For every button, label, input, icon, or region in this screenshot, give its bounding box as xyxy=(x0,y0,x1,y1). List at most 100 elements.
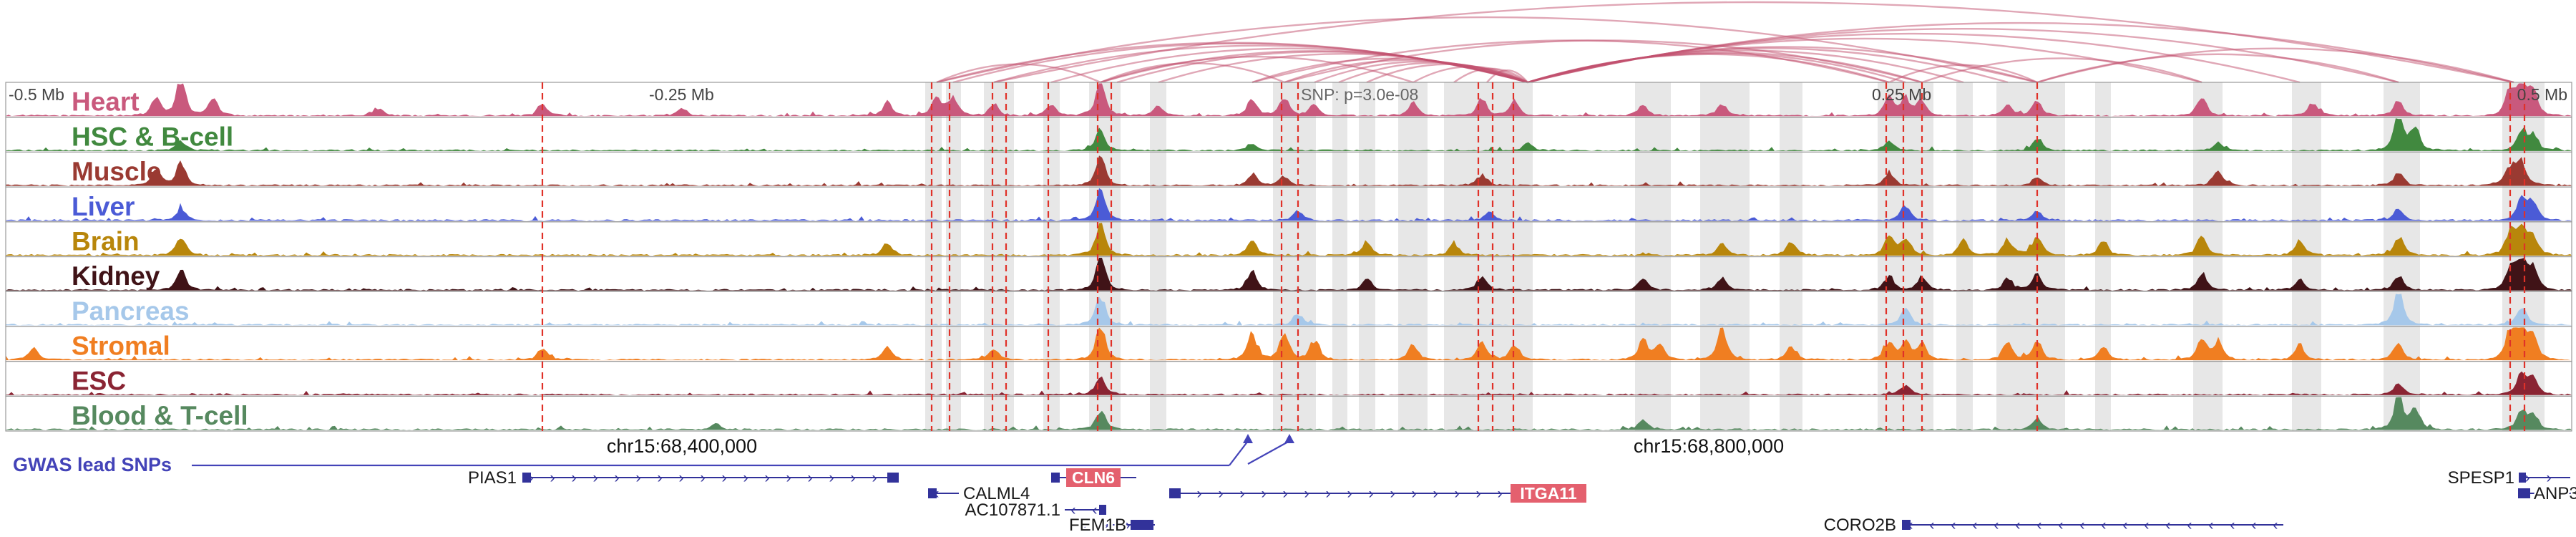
coordinate-label: chr15:68,400,000 xyxy=(607,435,757,457)
strand-arrow-icon: › xyxy=(1240,485,1245,502)
ruler-label: SNP: p=3.0e-08 xyxy=(1301,85,1418,104)
gene-calml4: ‹CALML4 xyxy=(928,483,1032,505)
track-label-blood-t-cell[interactable]: Blood & T-cell xyxy=(72,401,248,430)
strand-arrow-icon: › xyxy=(636,470,641,486)
track-label-kidney[interactable]: Kidney xyxy=(72,261,160,291)
strand-arrow-icon: ‹ xyxy=(2145,517,2150,533)
gene-label-box[interactable] xyxy=(1511,484,1586,503)
strand-arrow-icon: ‹ xyxy=(2123,517,2128,533)
strand-arrow-icon: › xyxy=(765,470,770,486)
gene-label[interactable]: ITGA11 xyxy=(1520,484,1576,503)
track-label-hsc-b-cell[interactable]: HSC & B-cell xyxy=(72,122,233,151)
strand-arrow-icon: › xyxy=(851,470,856,486)
strand-arrow-icon: › xyxy=(1369,485,1374,502)
gene-label-box[interactable] xyxy=(1066,468,1121,487)
strand-arrow-icon: ‹ xyxy=(1994,517,1999,533)
gene-label[interactable]: AC107871.1 xyxy=(963,499,1062,522)
gwas-snp-connector xyxy=(1229,440,1249,466)
strand-arrow-icon: › xyxy=(1326,485,1331,502)
gene-exon xyxy=(1051,473,1060,483)
strand-arrow-icon: ‹ xyxy=(2209,517,2214,533)
gene-exon xyxy=(1902,520,1911,530)
strand-arrow-icon: ‹ xyxy=(1973,517,1978,533)
gwas-track-label[interactable]: GWAS lead SNPs xyxy=(13,454,172,475)
track-label-esc[interactable]: ESC xyxy=(72,366,126,395)
strand-arrow-icon: › xyxy=(829,470,834,486)
gene-itga11: ››››››››››››››››ITGA11 xyxy=(1169,484,1586,503)
strand-arrow-icon: › xyxy=(1412,485,1417,502)
gene-spesp1: › › SPESP1 xyxy=(2446,467,2570,490)
track-label-muscle[interactable]: Muscle xyxy=(72,157,161,186)
signal-heart xyxy=(6,83,2572,117)
strand-arrow-icon: › xyxy=(550,470,555,486)
interaction-arc xyxy=(993,1,2514,84)
track-label-liver[interactable]: Liver xyxy=(72,192,135,221)
track-label-pancreas[interactable]: Pancreas xyxy=(72,296,190,326)
interaction-arc xyxy=(1527,21,2514,84)
strand-arrow-icon: › xyxy=(786,470,791,486)
gene-exon xyxy=(522,473,531,483)
strand-arrow-icon: ‹ xyxy=(2059,517,2064,533)
gene-pias1: ›››››››››››››››››PIAS1 xyxy=(466,467,899,490)
strand-arrow-icon: › xyxy=(658,470,663,486)
gene-exon xyxy=(2519,473,2526,483)
interaction-arc xyxy=(1486,69,1528,83)
strand-arrow-icon: ‹ xyxy=(1093,502,1098,518)
strand-arrow-icon: › xyxy=(1283,485,1288,502)
coordinate-label: chr15:68,800,000 xyxy=(1634,435,1784,457)
strand-arrow-icon: ‹ xyxy=(2252,517,2257,533)
gwas-snp-connector xyxy=(1247,440,1290,465)
strand-arrow-icon: ‹ xyxy=(1071,502,1076,518)
interaction-arc xyxy=(1100,55,1414,84)
strand-arrow-icon: › xyxy=(722,470,727,486)
strand-arrow-icon: ‹ xyxy=(2080,517,2085,533)
ruler-label: -0.5 Mb xyxy=(9,85,64,104)
strand-arrow-icon: › xyxy=(1126,517,1131,533)
strand-arrow-icon: › xyxy=(743,470,748,486)
strand-arrow-icon: ‹ xyxy=(2273,517,2278,533)
gene-label[interactable]: PIAS1 xyxy=(466,467,518,490)
gene-coro2b: ‹‹‹‹‹‹‹‹‹‹‹‹‹‹‹‹‹‹CORO2B xyxy=(1822,514,2283,537)
interaction-arc xyxy=(2036,47,2514,84)
strand-arrow-icon: › xyxy=(2525,470,2530,486)
strand-arrow-icon: › xyxy=(593,470,598,486)
gene-exon xyxy=(887,473,899,483)
strand-arrow-icon: › xyxy=(1498,485,1503,502)
strand-arrow-icon: › xyxy=(572,470,577,486)
gene-label[interactable]: CLN6 xyxy=(1072,468,1115,487)
strand-arrow-icon: ‹ xyxy=(2166,517,2171,533)
gene-exon xyxy=(928,488,937,498)
signal-stromal xyxy=(6,327,2572,361)
strand-arrow-icon: ‹ xyxy=(1951,517,1956,533)
gene-anp32a: ‹‹ANP32A xyxy=(2518,483,2576,505)
strand-arrow-icon: ‹ xyxy=(2037,517,2042,533)
strand-arrow-icon: › xyxy=(1197,485,1202,502)
gene-label[interactable]: SPESP1 xyxy=(2446,467,2516,490)
interaction-arc xyxy=(1284,39,1923,84)
track-label-heart[interactable]: Heart xyxy=(72,87,140,117)
strand-arrow-icon: › xyxy=(1104,517,1109,533)
track-label-stromal[interactable]: Stromal xyxy=(72,332,170,361)
strand-arrow-icon: › xyxy=(1455,485,1460,502)
track-box-blood-t-cell xyxy=(5,395,2572,432)
gene-label[interactable]: FEM1B xyxy=(1067,514,1128,537)
ruler-label: 0.25 Mb xyxy=(1872,85,1931,104)
track-label-brain[interactable]: Brain xyxy=(72,227,140,256)
gwas-snp-arrow-icon xyxy=(1284,434,1294,443)
strand-arrow-icon: ‹ xyxy=(2187,517,2192,533)
strand-arrow-icon: ‹ xyxy=(2102,517,2107,533)
gene-exon xyxy=(1099,505,1106,515)
interaction-arc xyxy=(1921,57,2202,84)
gene-exon xyxy=(1169,488,1181,498)
gwas-snp-arrow-icon xyxy=(1243,434,1253,443)
gene-label[interactable]: ANP32A xyxy=(2532,483,2576,505)
gene-label[interactable]: CORO2B xyxy=(1822,514,1898,537)
strand-arrow-icon: › xyxy=(1390,485,1395,502)
strand-arrow-icon: › xyxy=(1219,485,1224,502)
gene-label[interactable]: CALML4 xyxy=(962,483,1032,505)
strand-arrow-icon: › xyxy=(872,470,877,486)
interaction-arcs xyxy=(936,1,2514,84)
ruler-label: -0.25 Mb xyxy=(649,85,714,104)
